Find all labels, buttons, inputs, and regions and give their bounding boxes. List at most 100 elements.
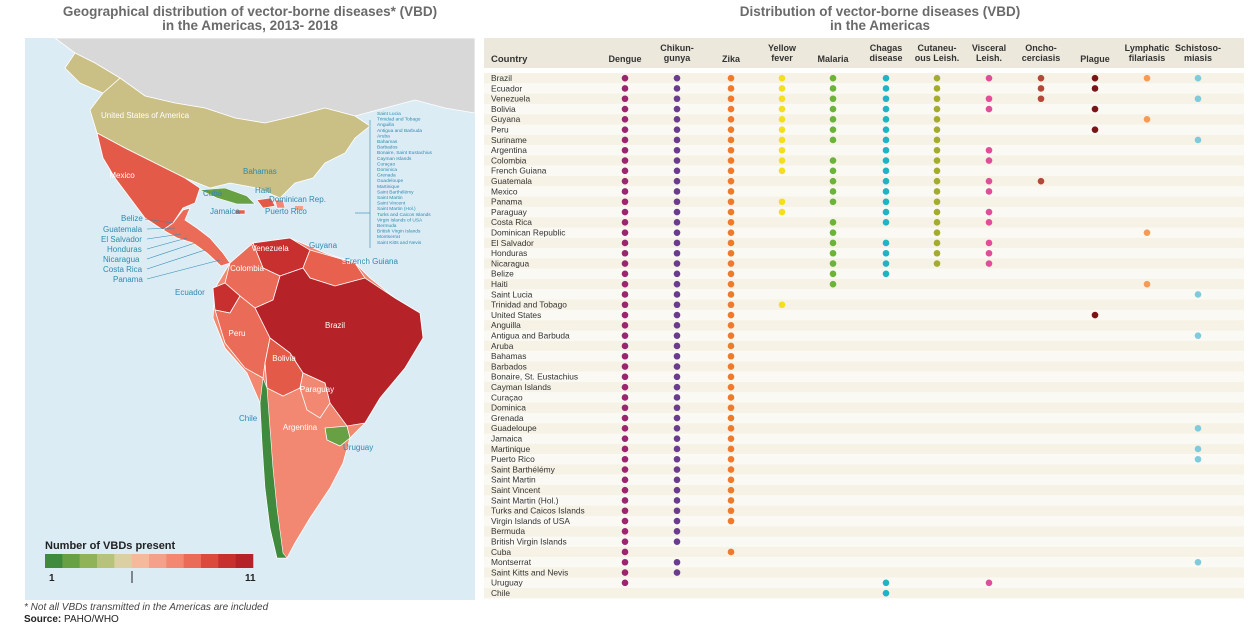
presence-dot (727, 476, 735, 484)
presence-dot (985, 157, 993, 164)
legend-swatch (62, 554, 80, 568)
presence-dot (1194, 136, 1202, 144)
presence-dot (933, 249, 941, 257)
presence-dot (727, 404, 735, 412)
presence-dot (727, 219, 735, 226)
presence-dot (727, 363, 735, 370)
table-header: Country Dengue Chikun-gunya Zika Yellowfever… (491, 43, 1221, 65)
presence-dot (673, 528, 681, 535)
presence-dot (882, 74, 890, 82)
presence-dot (985, 260, 993, 267)
row-country: Bermuda (491, 526, 525, 536)
presence-dot (933, 188, 941, 195)
presence-dot (673, 332, 681, 339)
presence-dot (621, 342, 629, 350)
presence-dot (829, 157, 837, 164)
row-country: Chile (491, 588, 510, 598)
presence-dot (621, 466, 629, 473)
row-country: Panama (491, 197, 523, 207)
presence-dot (1143, 229, 1151, 236)
table-row (484, 382, 1244, 393)
presence-dot (1091, 85, 1099, 92)
presence-dot (673, 249, 681, 257)
caribbean-list-item: Anguilla (377, 122, 394, 128)
central-america-region (162, 207, 231, 267)
row-country: Colombia (491, 155, 527, 165)
presence-dot (621, 569, 629, 576)
caribbean-list-item: Virgin Islands of USA (377, 217, 423, 223)
row-country: Bahamas (491, 351, 526, 361)
caribbean-list-item: British Virgin Islands (377, 229, 421, 235)
table-row (484, 536, 1244, 547)
label-cuba: Cuba (203, 189, 223, 198)
caribbean-list-item: Saint Lucia (377, 111, 401, 117)
presence-dot (621, 497, 629, 504)
row-country: Curaçao (491, 392, 523, 402)
presence-dot (778, 136, 786, 144)
presence-dot (882, 177, 890, 185)
presence-dot (621, 126, 629, 133)
presence-dot (829, 280, 837, 288)
disease-header: ous Leish. (915, 53, 960, 63)
presence-dot (621, 404, 629, 412)
label-puerto-rico: Puerto Rico (265, 207, 307, 216)
presence-dot (985, 208, 993, 216)
presence-dot (673, 167, 681, 175)
presence-dot (673, 404, 681, 412)
table-row (484, 443, 1244, 455)
disease-header: Leish. (976, 53, 1002, 63)
presence-dot (778, 301, 786, 309)
presence-dot (1194, 74, 1202, 82)
legend-title: Number of VBDs present (45, 540, 176, 552)
presence-dot (727, 188, 735, 195)
presence-dot (882, 95, 890, 103)
presence-dot (778, 95, 786, 103)
presence-dot (933, 260, 941, 267)
caribbean-list-item: Bonaire, Saint Eustachius (377, 150, 433, 156)
cuba-region (198, 187, 256, 205)
caribbean-list-item: Saint Martin (Hol.) (377, 206, 416, 212)
presence-dot (621, 280, 629, 288)
presence-dot (673, 383, 681, 391)
presence-dot (727, 414, 735, 422)
puerto-rico-region (295, 206, 303, 210)
table-row (484, 279, 1244, 290)
presence-dot (1143, 74, 1151, 82)
row-country: Argentina (491, 145, 527, 155)
presence-dot (985, 249, 993, 257)
paraguay-region (299, 372, 331, 419)
presence-dot (1037, 74, 1045, 82)
table-row (484, 299, 1244, 310)
presence-dot (621, 198, 629, 206)
disease-header: Oncho- (1025, 43, 1057, 53)
caribbean-list-item: Dominica (377, 167, 397, 173)
presence-dot (727, 517, 735, 525)
presence-dot (829, 95, 837, 103)
presence-dot (727, 85, 735, 92)
table-row (484, 526, 1244, 537)
row-country: Montserrat (491, 557, 532, 567)
caribbean-list-item: Antigua and Barbuda (377, 128, 422, 134)
presence-dot (621, 301, 629, 309)
label-dominican-rep-2: Dominican Rep. (269, 195, 326, 204)
presence-dot (673, 95, 681, 103)
presence-dot (727, 270, 735, 278)
presence-dot (933, 105, 941, 113)
table-title: Distribution of vector-borne diseases (V… (620, 5, 1140, 33)
table-row (484, 433, 1244, 444)
presence-dot (829, 74, 837, 82)
presence-dot (727, 95, 735, 103)
table-row (484, 546, 1244, 558)
row-country: Mexico (491, 186, 518, 196)
label-suriname: Suriname (342, 259, 372, 266)
presence-dot (621, 85, 629, 92)
presence-dot (778, 146, 786, 154)
label-argentina: Argentina (283, 423, 318, 432)
label-panama: Panama (113, 275, 143, 284)
label-french-guiana: French Guiana (345, 257, 398, 266)
presence-dot (829, 188, 837, 195)
presence-dot (673, 352, 681, 360)
label-costa-rica: Costa Rica (103, 265, 143, 274)
presence-dot (727, 445, 735, 453)
presence-dot (673, 219, 681, 226)
